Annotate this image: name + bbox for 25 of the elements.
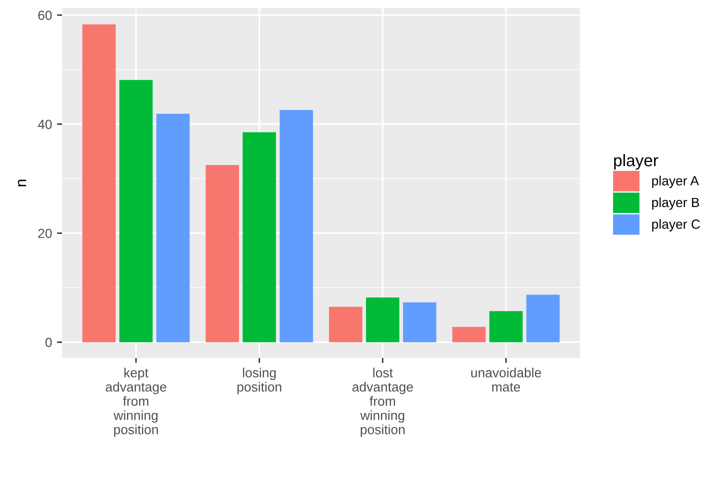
y-tick-label: 0 <box>45 338 52 348</box>
bar <box>366 297 400 342</box>
y-tick-label: 60 <box>38 10 52 20</box>
bar <box>403 302 436 342</box>
bar <box>329 306 362 342</box>
bar <box>526 294 560 342</box>
legend-label: player B <box>652 197 700 210</box>
bar <box>156 114 190 342</box>
y-tick-label: 40 <box>38 120 52 130</box>
x-tick-label: lost advantage from winning position <box>352 368 413 437</box>
legend-label: player C <box>652 219 700 232</box>
x-tick-label: unavoidable mate <box>471 368 541 392</box>
legend-title: player <box>614 154 658 170</box>
x-tick-label: losing position <box>237 368 282 394</box>
bar <box>280 110 313 342</box>
bar <box>489 311 523 342</box>
bar <box>206 165 239 342</box>
bar <box>242 132 276 342</box>
bar <box>452 326 486 342</box>
y-tick-label: 20 <box>38 228 52 238</box>
y-axis-title: n <box>18 180 26 186</box>
bar <box>119 80 153 342</box>
x-tick-label: kept advantage from winning position <box>106 368 166 437</box>
bar <box>82 24 116 342</box>
legend-label: player A <box>652 176 699 188</box>
